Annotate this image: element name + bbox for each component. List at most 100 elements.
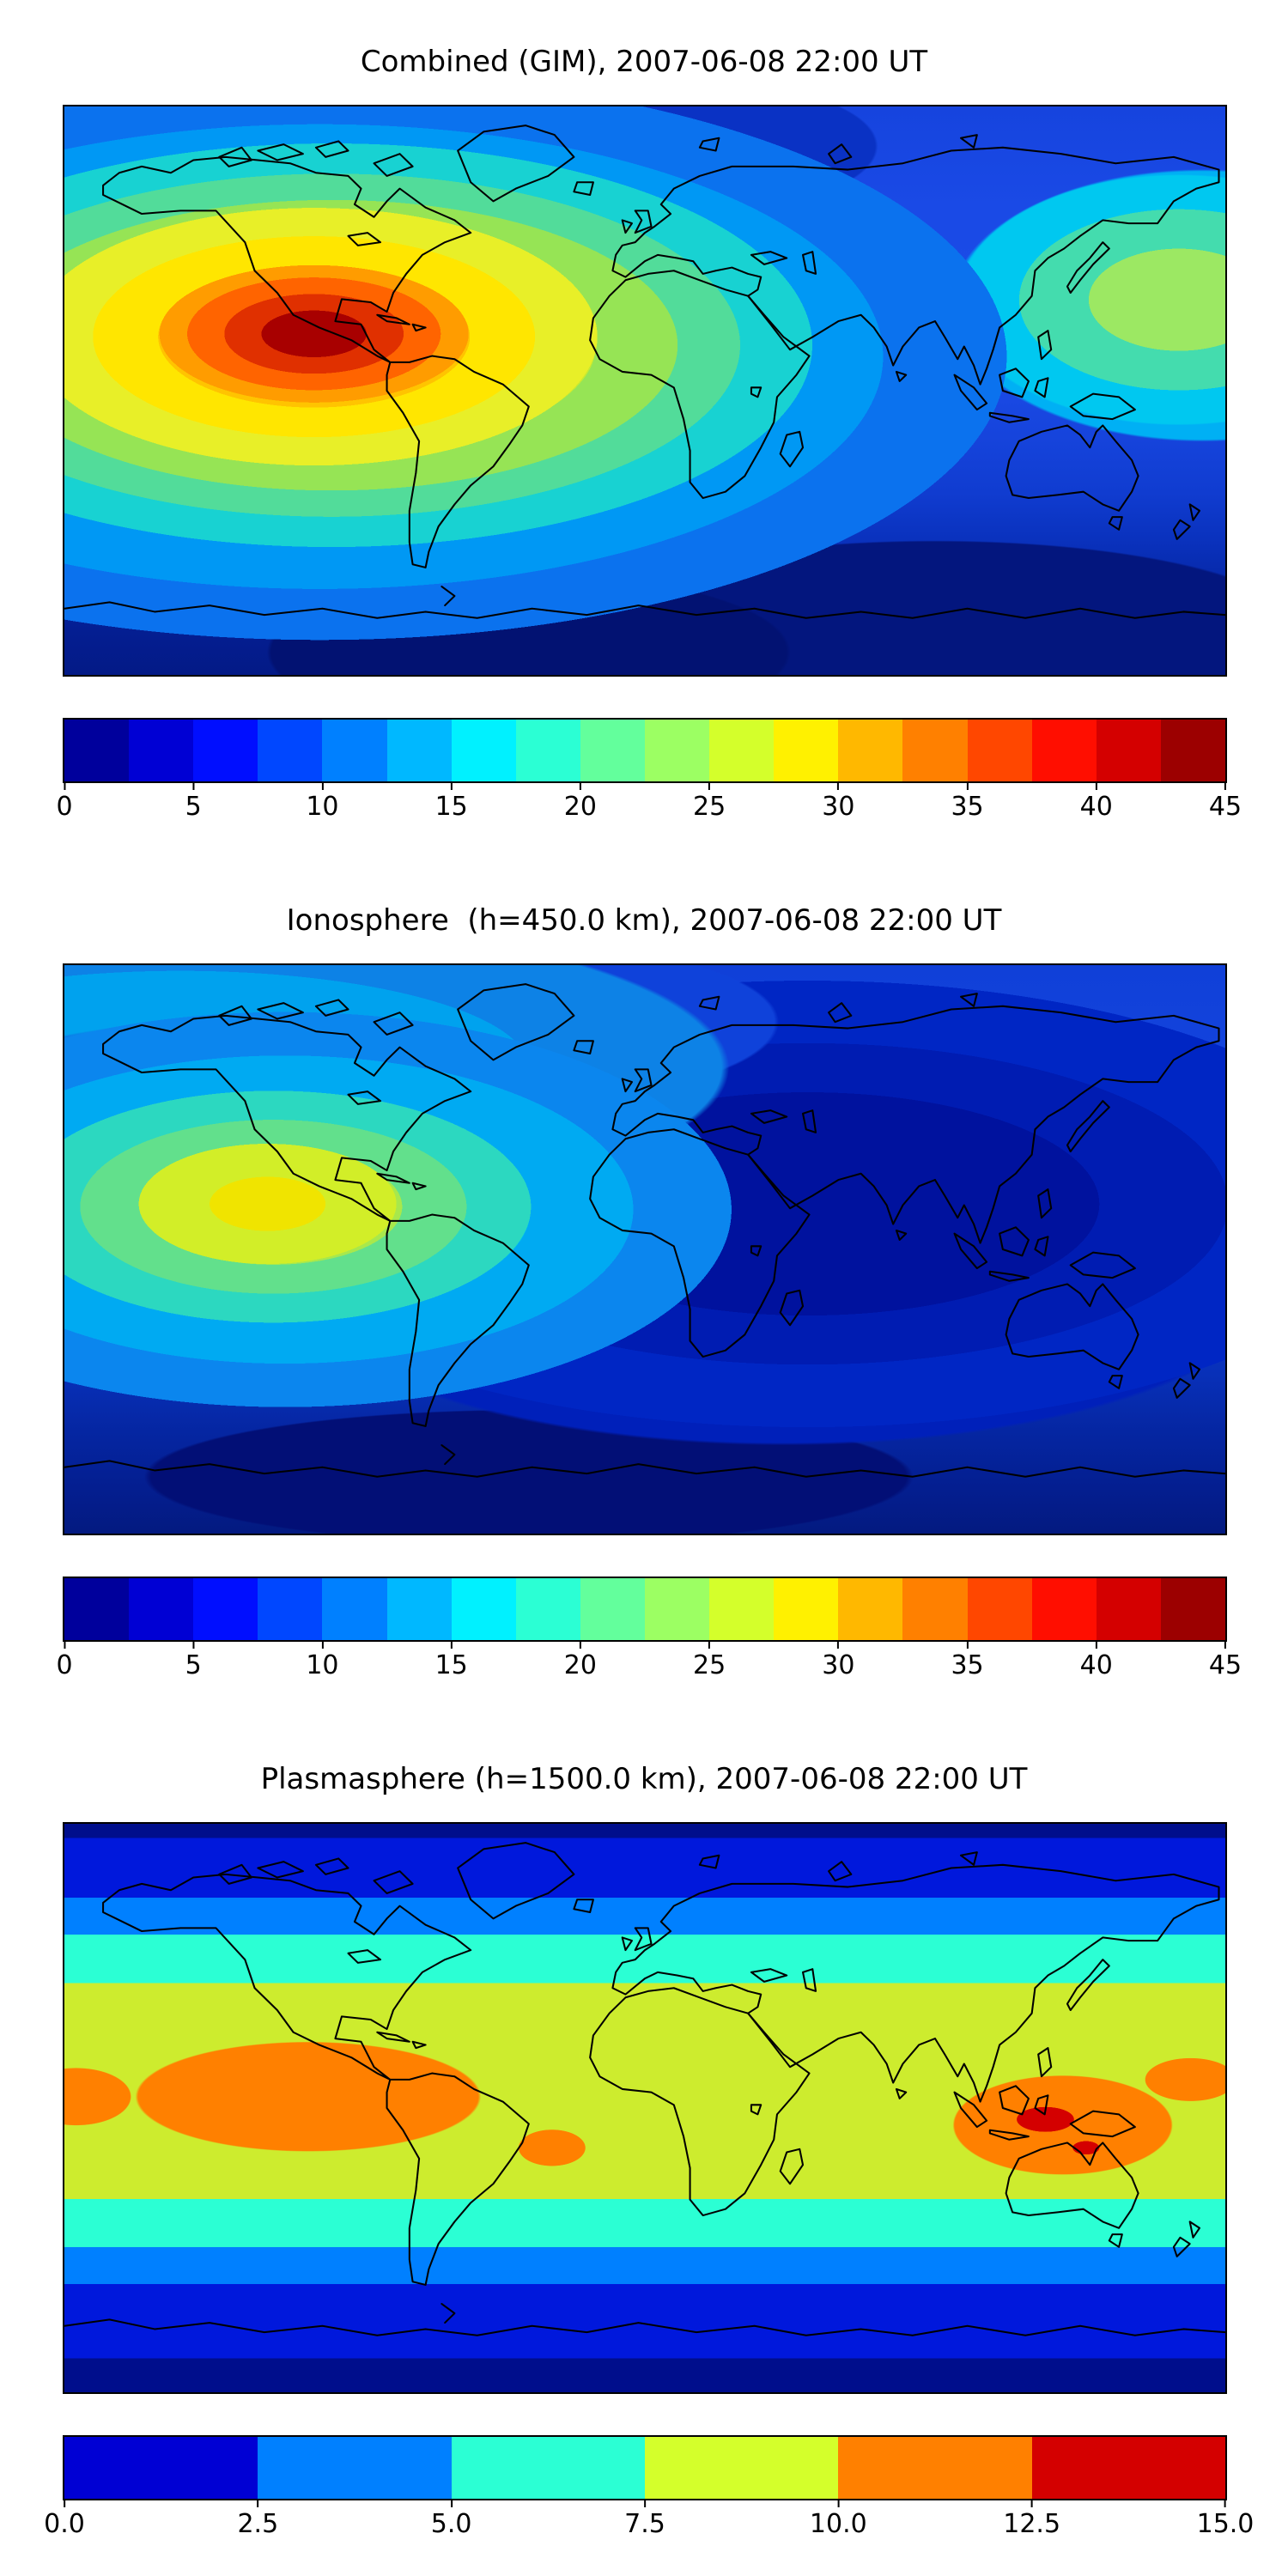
colorbar-segment xyxy=(193,720,258,781)
panel-title: Combined (GIM), 2007-06-08 22:00 UT xyxy=(360,45,928,79)
colorbar-tick-label: 15 xyxy=(434,1650,468,1680)
colorbar-tick-mark xyxy=(837,783,840,790)
colorbar-tick-label: 15 xyxy=(434,792,468,822)
colorbar-tick-label: 0 xyxy=(56,792,73,822)
colorbar-tick-label: 10 xyxy=(306,1650,339,1680)
colorbar-segment xyxy=(902,1578,968,1640)
colorbar-tick-label: 5.0 xyxy=(430,2509,472,2539)
colorbar-tick-label: 5 xyxy=(185,1650,202,1680)
colorbar-segment xyxy=(451,1578,516,1640)
colorbar-segment xyxy=(1160,720,1225,781)
colorbar-tick-mark xyxy=(837,2500,840,2507)
colorbar-tick: 20 xyxy=(564,783,597,820)
colorbar-segment xyxy=(193,1578,258,1640)
colorbar-tick: 2.5 xyxy=(237,2500,278,2537)
colorbar-segment xyxy=(644,1578,710,1640)
colorbar-tick-label: 20 xyxy=(563,792,597,822)
panel-combined: Combined (GIM), 2007-06-08 22:00 UT 0 5 10… xyxy=(0,0,1288,859)
colorbar-tick-label: 7.5 xyxy=(624,2509,665,2539)
colorbar-tick: 7.5 xyxy=(624,2500,665,2537)
colorbar-tick-label: 0 xyxy=(56,1650,73,1680)
colorbar-segment xyxy=(644,720,710,781)
colorbar-segment xyxy=(129,720,194,781)
colorbar-tick-mark xyxy=(837,1642,840,1649)
colorbar-tick: 5 xyxy=(185,783,202,820)
colorbar-segment xyxy=(902,720,968,781)
colorbar-tick: 45 xyxy=(1209,783,1242,820)
colorbar-segment xyxy=(838,2437,1032,2499)
colorbar-segment xyxy=(386,1578,452,1640)
colorbar-tick-label: 10.0 xyxy=(809,2509,867,2539)
colorbar-segment xyxy=(258,2437,452,2499)
colorbar-tick-mark xyxy=(1224,783,1226,790)
colorbar-tick-mark xyxy=(644,2500,646,2507)
colorbar-segment xyxy=(451,2437,645,2499)
map-plasmasphere xyxy=(63,1822,1227,2394)
colorbar-tick: 0.0 xyxy=(44,2500,85,2537)
panel-ionosphere: Ionosphere (h=450.0 km), 2007-06-08 22:0… xyxy=(0,859,1288,1717)
colorbar-tick: 15.0 xyxy=(1197,2500,1254,2537)
colorbar-tick-label: 30 xyxy=(822,1650,855,1680)
panel-title: Plasmasphere (h=1500.0 km), 2007-06-08 2… xyxy=(260,1762,1028,1796)
colorbar-ticks: 0 5 10 15 20 25 30 35 40 45 xyxy=(56,1642,1242,1697)
colorbar-segment xyxy=(1096,1578,1161,1640)
coastlines-overlay xyxy=(64,983,1225,1478)
colorbar-tick: 10.0 xyxy=(810,2500,867,2537)
colorbar-tick-label: 20 xyxy=(563,1650,597,1680)
colorbar-tick-label: 40 xyxy=(1079,1650,1113,1680)
map-combined xyxy=(63,105,1227,677)
colorbar-tick-mark xyxy=(708,783,711,790)
colorbar-tick-mark xyxy=(450,783,453,790)
colorbar-tick: 15 xyxy=(435,783,468,820)
colorbar-tick: 35 xyxy=(951,1642,984,1680)
colorbar-segment xyxy=(1031,720,1097,781)
colorbar-segment xyxy=(64,2437,258,2499)
colorbar-segment xyxy=(515,1578,580,1640)
colorbar-segment xyxy=(386,720,452,781)
colorbar-tick: 40 xyxy=(1080,783,1113,820)
map-ionosphere xyxy=(63,963,1227,1535)
colorbar-tick: 5.0 xyxy=(431,2500,472,2537)
colorbar-tick: 20 xyxy=(564,1642,597,1679)
colorbar-segment xyxy=(1096,720,1161,781)
colorbar-tick-label: 35 xyxy=(951,1650,984,1680)
colorbar-tick: 0 xyxy=(56,1642,73,1680)
colorbar-tick-mark xyxy=(966,1642,969,1649)
coastlines-overlay xyxy=(64,1842,1225,2336)
colorbar-tick-label: 25 xyxy=(693,792,726,822)
colorbar-tick-mark xyxy=(64,2500,65,2507)
colorbar xyxy=(63,2435,1227,2500)
colorbar-segment xyxy=(258,1578,323,1640)
colorbar-tick-mark xyxy=(257,2500,259,2507)
colorbar-tick-label: 0.0 xyxy=(44,2509,85,2539)
colorbar-tick: 25 xyxy=(693,783,726,820)
colorbar-tick-mark xyxy=(64,1642,65,1649)
colorbar-segment xyxy=(580,1578,645,1640)
colorbar-tick: 35 xyxy=(951,783,984,820)
colorbar-ticks: 0.0 2.5 5.0 7.5 10.0 12.5 15.0 xyxy=(44,2500,1254,2555)
colorbar-tick: 15 xyxy=(435,1642,468,1679)
panel-title: Ionosphere (h=450.0 km), 2007-06-08 22:0… xyxy=(286,903,1002,938)
colorbar-tick-label: 45 xyxy=(1208,1650,1242,1680)
colorbar-tick-mark xyxy=(450,1642,453,1649)
colorbar-tick-label: 30 xyxy=(822,792,855,822)
colorbar-segment xyxy=(1031,1578,1097,1640)
colorbar-segment xyxy=(129,1578,194,1640)
colorbar-tick-label: 12.5 xyxy=(1003,2509,1061,2539)
colorbar-tick-mark xyxy=(708,1642,711,1649)
colorbar-tick-mark xyxy=(1224,1642,1226,1649)
colorbar-tick-label: 40 xyxy=(1079,792,1113,822)
colorbar-tick-mark xyxy=(321,783,324,790)
colorbar-segment xyxy=(451,720,516,781)
colorbar-tick-mark xyxy=(192,783,195,790)
colorbar-tick-mark xyxy=(579,1642,581,1649)
colorbar-segment xyxy=(322,1578,387,1640)
colorbar-segment xyxy=(1160,1578,1225,1640)
colorbar-tick-mark xyxy=(579,783,581,790)
panel-plasmasphere: Plasmasphere (h=1500.0 km), 2007-06-08 2… xyxy=(0,1717,1288,2576)
colorbar-tick-label: 25 xyxy=(693,1650,726,1680)
colorbar-tick-mark xyxy=(1224,2500,1226,2507)
colorbar-tick-mark xyxy=(1095,1642,1097,1649)
colorbar-segment xyxy=(967,1578,1032,1640)
coastlines-overlay xyxy=(64,125,1225,619)
